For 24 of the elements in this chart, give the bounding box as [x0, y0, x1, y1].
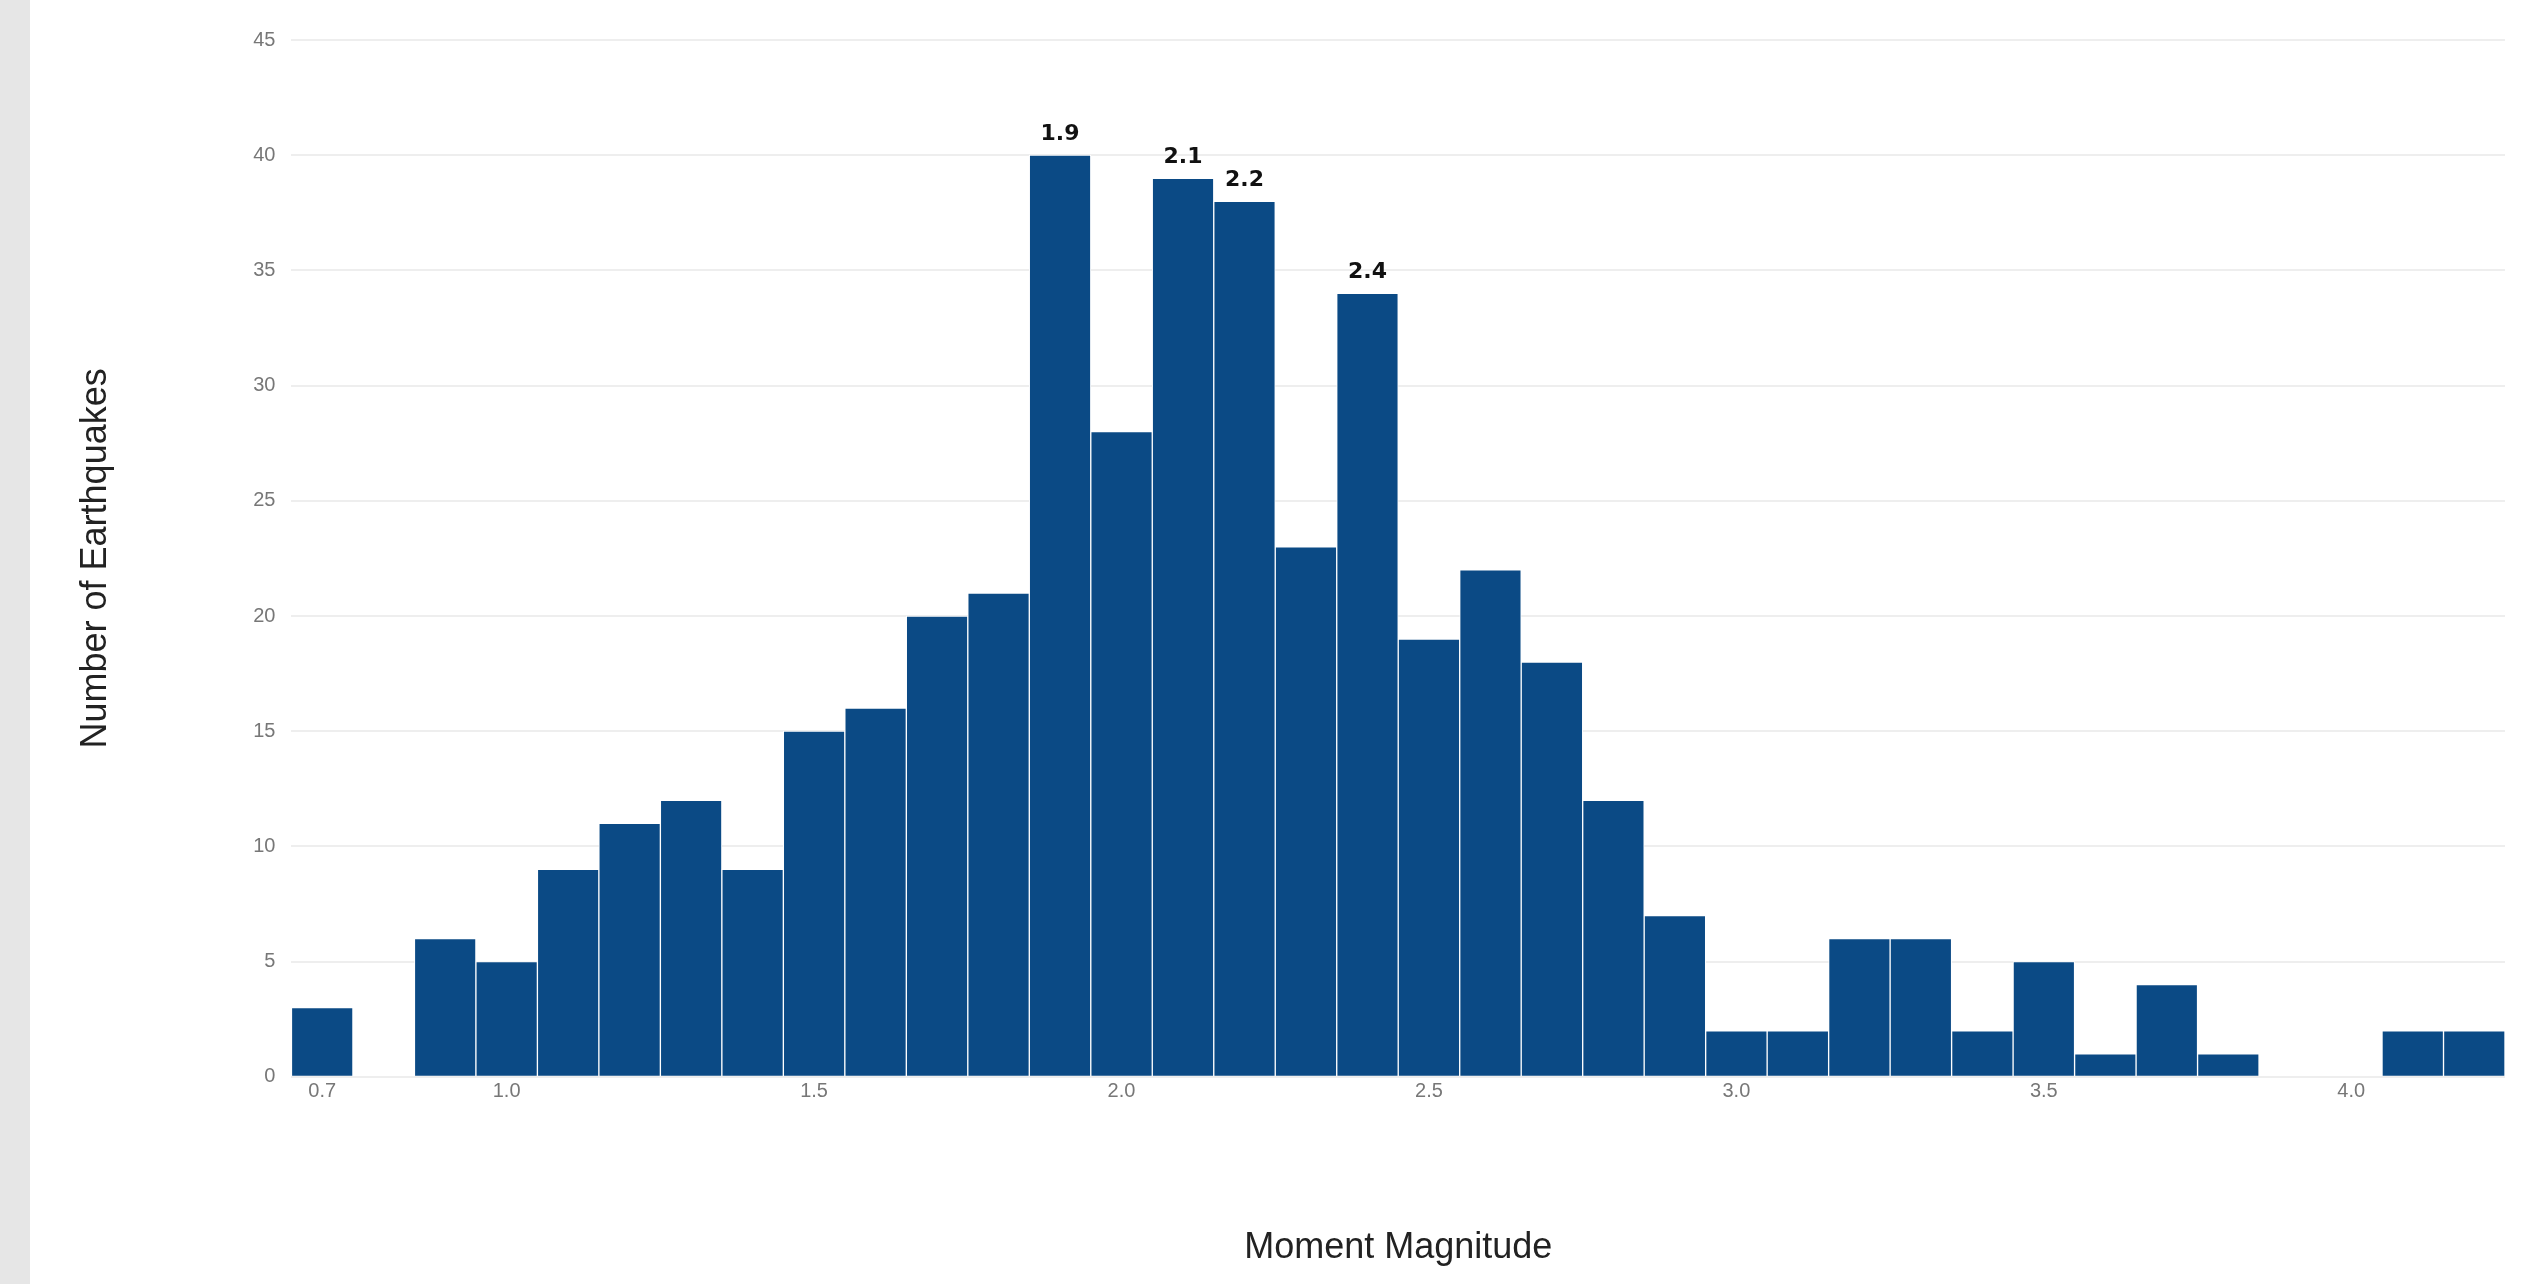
- x-tick-label: 3.5: [2029, 1079, 2058, 1102]
- x-tick-label: 3.0: [1722, 1079, 1751, 1102]
- annotation: 2.2: [1225, 166, 1264, 191]
- x-tick-label: 1.0: [492, 1079, 521, 1102]
- x-tick-label: 2.0: [1107, 1079, 1136, 1102]
- y-axis-title: Number of Earthquakes: [72, 368, 114, 749]
- y-tick-label: 15: [253, 718, 276, 741]
- annotation: 2.4: [1347, 258, 1387, 284]
- annotation: 2.1: [1163, 142, 1203, 168]
- y-tick-label: 40: [253, 142, 276, 165]
- x-tick-label: 2.5: [1415, 1079, 1443, 1102]
- x-tick-label: 0.7: [308, 1079, 337, 1102]
- x-tick-label: 4.0: [2337, 1079, 2366, 1102]
- y-tick-label: 45: [253, 27, 276, 50]
- y-tick-label: 20: [253, 603, 276, 626]
- annotation: 1.9: [1040, 119, 1080, 145]
- y-tick-label: 5: [264, 949, 276, 972]
- y-tick-label: 10: [253, 833, 276, 856]
- x-tick-label: 1.5: [800, 1079, 828, 1102]
- y-tick-label: 30: [253, 373, 276, 396]
- y-tick-label: 0: [264, 1064, 276, 1087]
- y-tick-label: 25: [253, 488, 276, 511]
- x-axis-title: Moment Magnitude: [1244, 1225, 1553, 1267]
- y-tick-label: 35: [253, 257, 276, 280]
